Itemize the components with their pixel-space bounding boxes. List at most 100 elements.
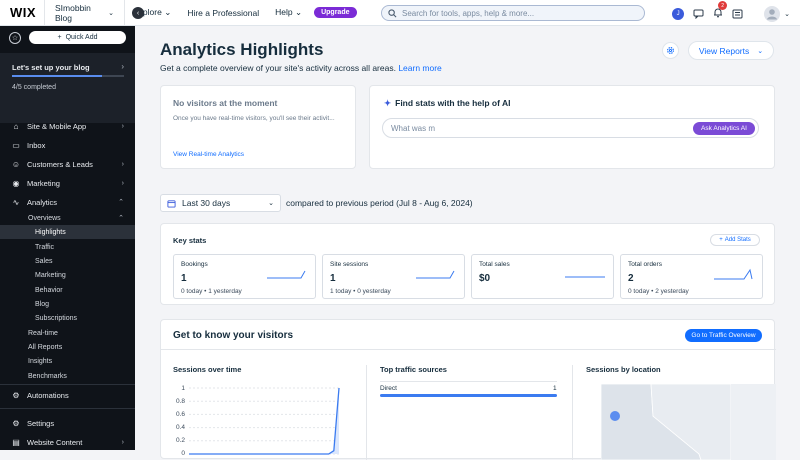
sidebar-item-automations[interactable]: ⚙ Automations — [12, 390, 69, 400]
user-avatar-icon — [764, 6, 781, 22]
view-realtime-link[interactable]: View Real-time Analytics — [173, 151, 245, 158]
stat-name: Site sessions — [330, 261, 369, 268]
traffic-overview-button[interactable]: Go to Traffic Overview — [685, 329, 762, 342]
stat-value: $0 — [479, 273, 491, 284]
sidebar-divider — [0, 408, 135, 409]
nav-explore[interactable]: Explore ⌄ — [133, 7, 172, 17]
chat-icon[interactable] — [693, 9, 704, 19]
sidebar: ☆ + Quick Add Let's set up your blog › 4/… — [0, 26, 135, 450]
sidebar-item-website-content[interactable]: ▤ Website Content › — [12, 437, 124, 447]
sidebar-divider — [0, 384, 135, 385]
inbox-icon: ▭ — [12, 140, 20, 150]
site-name: SImobbin Blog — [55, 2, 91, 23]
sidebar-item-site-mobile-app[interactable]: ⌂ Site & Mobile App › — [0, 119, 135, 133]
sparkline — [714, 268, 753, 280]
setup-progress-text: 4/5 completed — [12, 84, 56, 91]
gear-icon — [667, 47, 674, 54]
stat-name: Total sales — [479, 261, 510, 268]
divider — [366, 365, 367, 460]
ai-question-input[interactable]: What was m Ask Analytics AI — [382, 118, 759, 138]
learn-more-link[interactable]: Learn more — [398, 63, 442, 73]
view-reports-button[interactable]: View Reports ⌄ — [688, 41, 774, 60]
sidebar-item-inbox[interactable]: ▭ Inbox — [12, 140, 46, 150]
stat-value: 2 — [628, 273, 634, 284]
setup-progress-bar — [12, 75, 124, 77]
setup-title: Let's set up your blog — [12, 63, 90, 72]
customers-icon: ☺ — [11, 159, 21, 169]
divider — [572, 365, 573, 460]
account-avatar[interactable]: J — [672, 8, 685, 20]
sidebar-item-highlights[interactable]: Highlights — [0, 225, 135, 239]
sidebar-item-real-time[interactable]: Real-time — [28, 329, 58, 337]
sidebar-item-all-reports[interactable]: All Reports — [28, 343, 63, 351]
stat-name: Total orders — [628, 261, 662, 268]
sidebar-item-analytics[interactable]: ∿ Analytics ⌃ — [12, 197, 124, 207]
date-range-select[interactable]: Last 30 days ⌄ — [160, 194, 281, 212]
series-line — [189, 387, 340, 455]
notification-badge: 2 — [718, 1, 728, 10]
nav-help[interactable]: Help ⌄ — [275, 7, 303, 17]
sidebar-item-insights[interactable]: Insights — [28, 357, 53, 365]
stat-sub: 0 today • 1 yesterday — [181, 288, 242, 295]
news-icon[interactable] — [732, 9, 743, 19]
stat-name: Bookings — [181, 261, 208, 268]
sidebar-item-traffic[interactable]: Traffic — [35, 243, 55, 251]
sidebar-item-customers-leads[interactable]: ☺ Customers & Leads › — [11, 159, 124, 169]
sidebar-item-marketing[interactable]: ◉ Marketing › — [12, 178, 125, 188]
automations-icon: ⚙ — [12, 390, 20, 400]
chevron-down-icon: ⌄ — [757, 47, 764, 55]
stat-card-total-sales[interactable]: Total sales $0 — [471, 254, 614, 299]
key-stats-card: Key stats + Add Stats Bookings 1 0 today … — [160, 223, 775, 305]
collapse-sidebar-button[interactable]: ‹ — [132, 7, 144, 19]
location-map[interactable] — [601, 378, 776, 460]
ai-stats-card: ✦ Find stats with the help of AI What was… — [369, 85, 775, 169]
upgrade-button[interactable]: Upgrade — [314, 7, 357, 18]
settings-icon: ⚙ — [12, 418, 20, 428]
nav-hire-professional[interactable]: Hire a Professional — [187, 7, 260, 18]
series-area — [189, 388, 339, 454]
y-tick-label: 1 — [181, 385, 185, 392]
sidebar-item-benchmarks[interactable]: Benchmarks — [28, 372, 67, 380]
add-stats-button[interactable]: + Add Stats — [710, 234, 760, 246]
chevron-down-icon: ⌄ — [268, 200, 274, 207]
sidebar-item-behavior[interactable]: Behavior — [35, 286, 63, 294]
comparison-text: compared to previous period (Jul 8 - Aug… — [286, 198, 473, 208]
settings-button[interactable] — [662, 42, 679, 59]
quick-add-button[interactable]: + Quick Add — [29, 31, 126, 44]
site-selector[interactable]: SImobbin Blog ⌄ — [44, 0, 125, 26]
sidebar-item-subscriptions[interactable]: Subscriptions — [35, 314, 78, 322]
search-icon — [388, 8, 397, 17]
stat-card-site-sessions[interactable]: Site sessions 1 1 today • 0 yesterday — [322, 254, 465, 299]
y-tick-label: 0.8 — [175, 398, 185, 405]
top-bar: WIX SImobbin Blog ⌄ Explore ⌄ Hire a Pro… — [0, 0, 800, 26]
calendar-icon — [167, 199, 176, 208]
ask-analytics-ai-button[interactable]: Ask Analytics AI — [693, 122, 755, 135]
sidebar-item-marketing-sub[interactable]: Marketing — [35, 271, 66, 279]
sidebar-item-blog[interactable]: Blog — [35, 300, 50, 308]
sidebar-item-settings[interactable]: ⚙ Settings — [12, 418, 55, 428]
no-visitors-text: Once you have real-time visitors, you'll… — [173, 115, 335, 122]
sidebar-item-sales[interactable]: Sales — [35, 257, 53, 265]
stat-card-bookings[interactable]: Bookings 1 0 today • 1 yesterday — [173, 254, 316, 299]
divider — [161, 349, 776, 350]
setup-panel[interactable]: Let's set up your blog › 4/5 completed — [0, 53, 135, 123]
stat-card-total-orders[interactable]: Total orders 2 0 today • 2 yesterday — [620, 254, 763, 299]
visitors-title: Get to know your visitors — [173, 330, 294, 341]
stat-value: 1 — [330, 273, 336, 284]
search-input[interactable]: Search for tools, apps, help & more... — [381, 5, 645, 21]
sparkline — [267, 270, 306, 279]
star-icon[interactable]: ☆ — [9, 32, 21, 44]
sidebar-overviews[interactable]: Overviews ⌃ — [28, 214, 124, 223]
page-title: Analytics Highlights — [160, 40, 324, 59]
notifications-button[interactable]: 2 — [713, 1, 728, 23]
sessions-by-location-title: Sessions by location — [586, 365, 661, 374]
traffic-source-value: 1 — [553, 385, 557, 392]
search-placeholder: Search for tools, apps, help & more... — [402, 8, 535, 18]
user-menu[interactable]: ⌄ — [764, 6, 790, 22]
location-dot — [610, 411, 620, 421]
divider — [380, 381, 557, 382]
chevron-right-icon: › — [121, 62, 124, 71]
ai-card-title: ✦ Find stats with the help of AI — [384, 98, 511, 108]
wix-logo[interactable]: WIX — [10, 5, 37, 20]
no-visitors-title: No visitors at the moment — [173, 98, 278, 108]
